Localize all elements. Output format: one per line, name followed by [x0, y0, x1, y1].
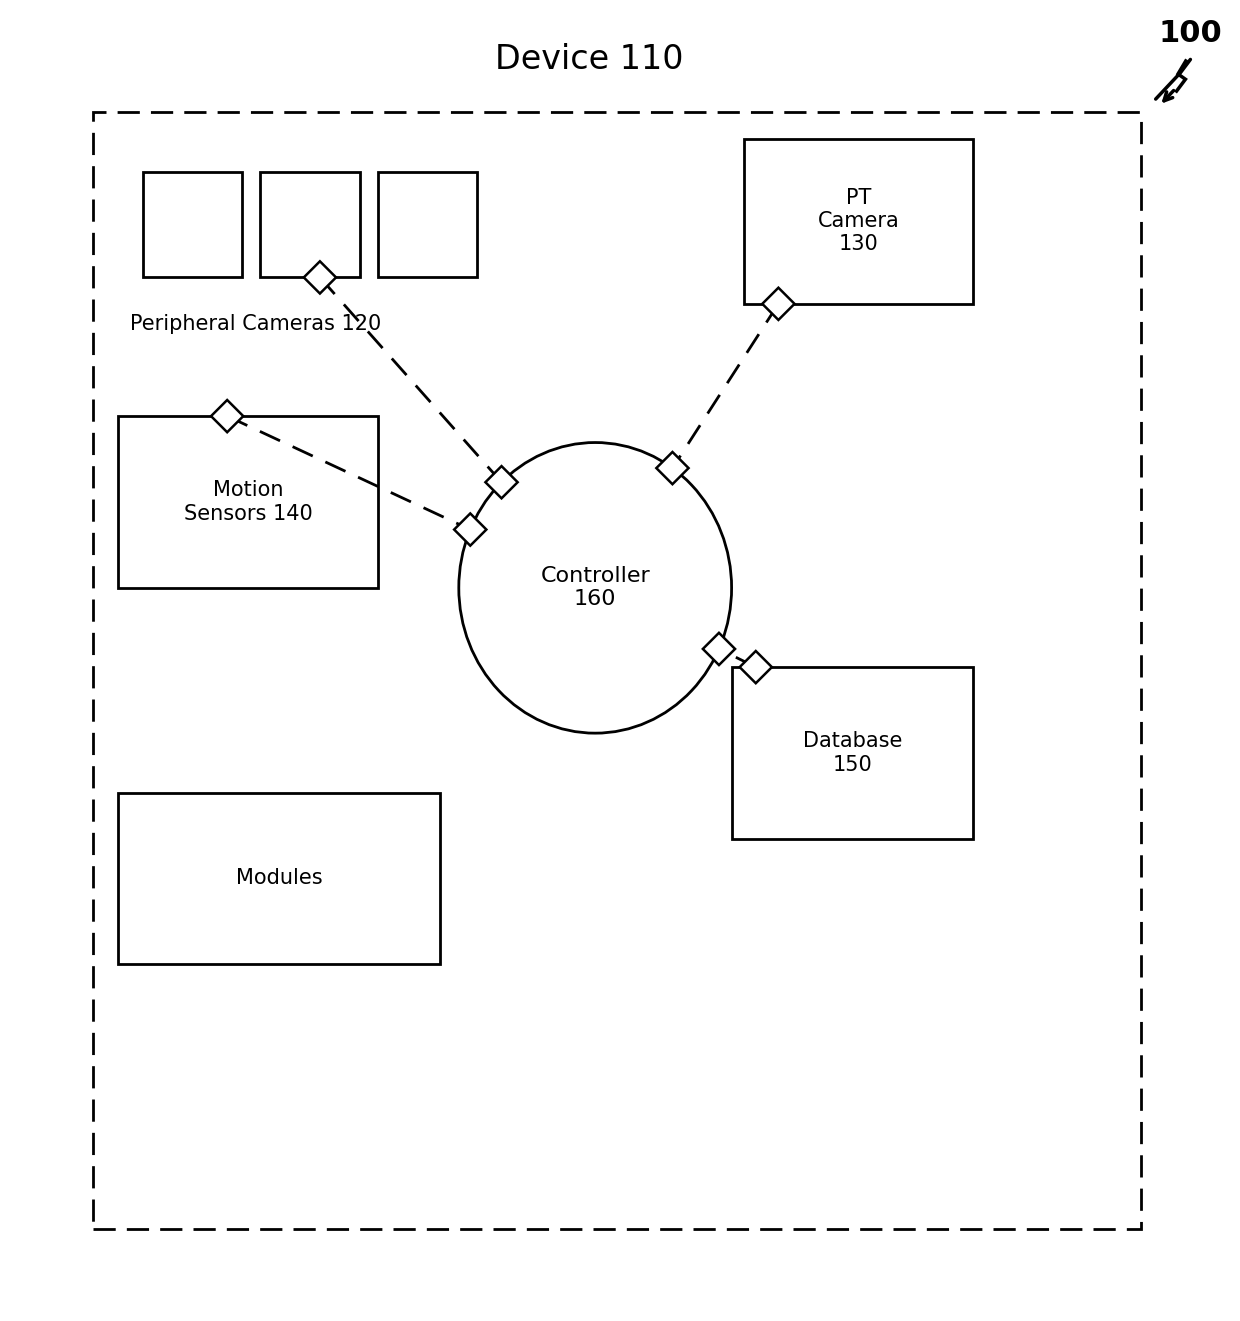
Polygon shape: [454, 514, 486, 546]
Bar: [143, 172, 242, 277]
Bar: [260, 172, 360, 277]
Polygon shape: [739, 651, 771, 683]
Polygon shape: [656, 452, 688, 485]
Bar: [93, 112, 1141, 1229]
Text: PT
Camera
130: PT Camera 130: [818, 188, 899, 255]
Polygon shape: [304, 262, 336, 293]
Bar: [118, 416, 378, 588]
Bar: [732, 667, 973, 839]
Bar: [378, 172, 477, 277]
Polygon shape: [763, 288, 795, 320]
Text: Device 110: Device 110: [495, 44, 683, 75]
Polygon shape: [485, 466, 517, 498]
Text: Database
150: Database 150: [802, 732, 903, 774]
Text: Controller
160: Controller 160: [541, 567, 650, 609]
Text: 100: 100: [1158, 18, 1223, 48]
Bar: [118, 793, 440, 964]
Polygon shape: [211, 400, 243, 432]
Text: Motion
Sensors 140: Motion Sensors 140: [184, 481, 312, 523]
Bar: [744, 139, 973, 304]
Text: Peripheral Cameras 120: Peripheral Cameras 120: [130, 313, 382, 334]
Text: Modules: Modules: [236, 868, 322, 889]
Polygon shape: [703, 633, 735, 664]
